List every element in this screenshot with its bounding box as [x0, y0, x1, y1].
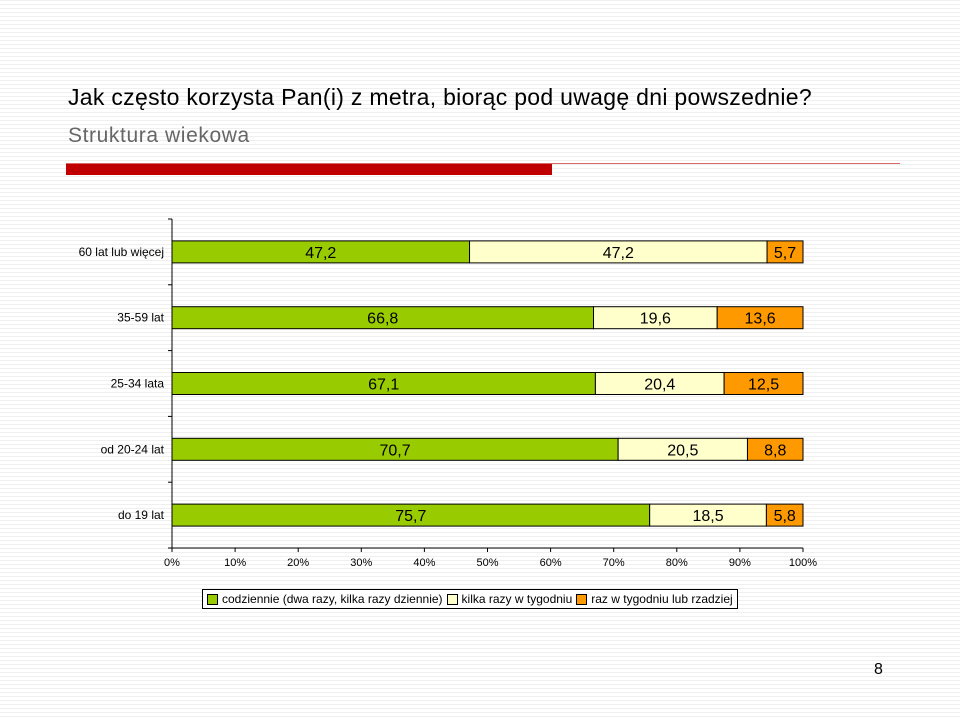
- bar-segment: [723, 372, 804, 395]
- title-rule-thin: [66, 163, 900, 164]
- x-tick-label: 30%: [350, 557, 372, 569]
- data-label: 20,5: [667, 442, 698, 459]
- bar-segment: [716, 306, 804, 330]
- data-label: 75,7: [395, 508, 426, 525]
- data-label: 12,5: [748, 377, 779, 394]
- category-label: 25-34 lata: [111, 377, 165, 391]
- page-number: 8: [874, 661, 883, 678]
- category-label: 60 lat lub więcej: [79, 245, 164, 259]
- x-tick-label: 70%: [603, 557, 625, 569]
- data-label: 13,6: [745, 311, 776, 328]
- data-label: 47,2: [603, 245, 634, 262]
- legend-swatch: [576, 593, 588, 605]
- data-label: 66,8: [367, 311, 398, 328]
- slide-title: Jak często korzysta Pan(i) z metra, bior…: [68, 84, 812, 110]
- legend-label: raz w tygodniu lub rzadziej: [591, 592, 733, 606]
- x-tick-label: 80%: [666, 557, 688, 569]
- legend-item: codziennie (dwa razy, kilka razy dzienni…: [207, 592, 443, 606]
- title-rule-thick: [66, 164, 552, 175]
- data-label: 19,6: [640, 311, 671, 328]
- legend-label: codziennie (dwa razy, kilka razy dzienni…: [222, 592, 443, 606]
- x-tick-label: 90%: [729, 557, 751, 569]
- legend-swatch: [446, 593, 458, 605]
- x-tick-label: 60%: [540, 557, 562, 569]
- legend-item: raz w tygodniu lub rzadziej: [576, 592, 733, 606]
- data-label: 5,7: [774, 245, 796, 262]
- category-label: od 20-24 lat: [101, 442, 165, 456]
- legend-item: kilka razy w tygodniu: [446, 592, 573, 606]
- category-label: do 19 lat: [118, 508, 165, 522]
- x-tick-label: 100%: [789, 557, 817, 569]
- bar-segment: [746, 437, 804, 461]
- data-label: 20,4: [644, 377, 675, 394]
- x-tick-label: 50%: [476, 557, 498, 569]
- chart-legend: codziennie (dwa razy, kilka razy dzienni…: [202, 589, 738, 609]
- data-label: 70,7: [379, 442, 410, 459]
- data-label: 5,8: [774, 508, 796, 525]
- x-tick-label: 20%: [287, 557, 309, 569]
- data-label: 67,1: [368, 377, 399, 394]
- x-tick-label: 40%: [413, 557, 435, 569]
- data-label: 18,5: [692, 508, 723, 525]
- x-tick-label: 0%: [164, 557, 180, 569]
- category-label: 35-59 lat: [117, 311, 164, 325]
- bar-segment: [765, 503, 804, 527]
- x-tick-label: 10%: [224, 557, 246, 569]
- legend-swatch: [207, 593, 218, 605]
- data-label: 47,2: [305, 245, 336, 262]
- data-label: 8,8: [764, 442, 786, 459]
- slide-subtitle: Struktura wiekowa: [68, 124, 250, 147]
- legend-label: kilka razy w tygodniu: [461, 592, 573, 606]
- bar-segment: [766, 240, 804, 264]
